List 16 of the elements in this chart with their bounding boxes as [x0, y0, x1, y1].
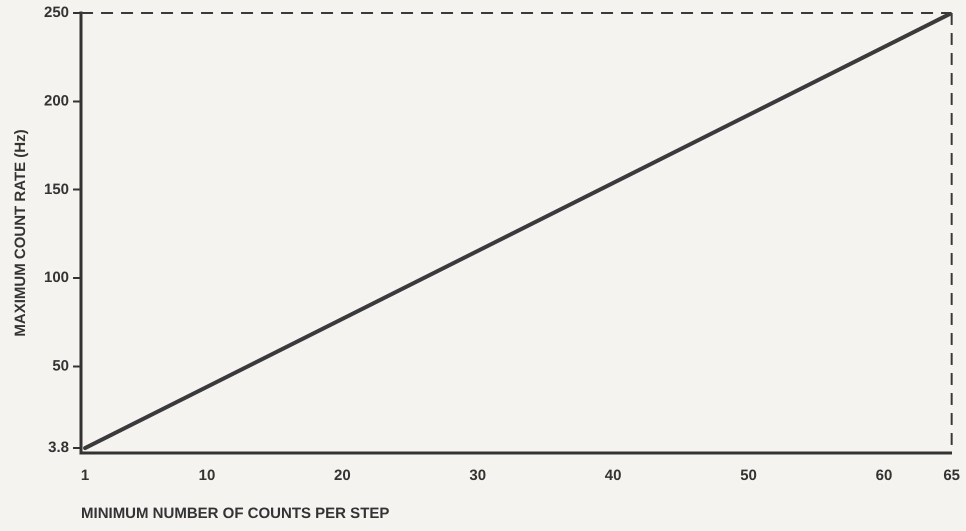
y-axis-title: MAXIMUM COUNT RATE (Hz): [12, 129, 30, 337]
y-tick-label: 3.8: [48, 439, 70, 456]
x-tick-label: 30: [469, 467, 486, 484]
y-tick-label: 100: [44, 269, 70, 286]
y-tick-label: 200: [44, 92, 70, 110]
y-tick-label: 250: [44, 4, 70, 22]
x-tick-label: 20: [334, 467, 351, 484]
x-tick-label: 40: [604, 467, 622, 484]
y-tick-label: 150: [44, 180, 70, 198]
x-tick-label: 10: [198, 467, 216, 484]
x-tick-label: 65: [943, 467, 960, 484]
y-tick-label: 50: [52, 358, 70, 375]
x-axis-title: MINIMUM NUMBER OF COUNTS PER STEP: [81, 505, 390, 522]
x-tick-label: 60: [876, 467, 892, 484]
x-tick-label: 1: [80, 467, 90, 484]
x-tick-label: 50: [740, 467, 757, 484]
